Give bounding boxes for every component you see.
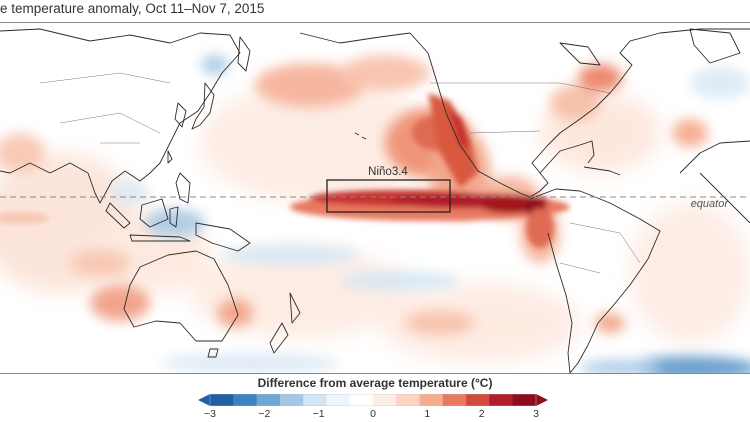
legend-cell [512, 394, 537, 406]
coastlines [0, 28, 750, 373]
legend-cell [373, 394, 397, 406]
legend-tick-label: −1 [312, 408, 325, 420]
equator-label: equator [691, 198, 730, 210]
legend-cell [279, 394, 304, 406]
legend-cap-right [536, 394, 548, 406]
hawaii-islands [354, 132, 367, 140]
gulf-coast [539, 140, 595, 174]
legend-colorbar [198, 394, 548, 406]
map-title: e temperature anomaly, Oct 11–Nov 7, 201… [0, 1, 265, 16]
legend-outline [209, 394, 537, 406]
nz-south-coast [269, 322, 289, 354]
hudson-bay-coast [559, 42, 601, 66]
philippines-coast [175, 172, 191, 204]
legend-tick-label: 0 [370, 408, 376, 420]
anomaly-map: equator Niño3.4 [0, 22, 750, 374]
legend-cell [233, 394, 258, 406]
australia-coast [123, 250, 239, 342]
greenland-coast [689, 28, 741, 64]
legend-cell [419, 394, 444, 406]
alaska-coast [299, 32, 411, 44]
africa-coast [679, 140, 750, 224]
legend-tick-label: 2 [478, 408, 485, 420]
north-america-coast [409, 28, 750, 198]
tasmania-coast [207, 348, 219, 358]
borders [39, 72, 641, 274]
legend-tick-label: −2 [258, 408, 271, 420]
java-coast [129, 234, 191, 242]
legend-tick-label: 1 [424, 408, 431, 420]
legend-cell [349, 394, 374, 406]
new-guinea-coast [195, 222, 251, 252]
legend-cell [442, 394, 467, 406]
nino34-label: Niño3.4 [368, 166, 408, 178]
legend-cell [256, 394, 281, 406]
legend-title: Difference from average temperature (°C) [257, 376, 493, 390]
anomaly-field [0, 55, 750, 373]
legend-cell [303, 394, 327, 406]
nino34-box [326, 179, 451, 213]
japan-coast [191, 82, 215, 130]
borneo-coast [139, 198, 169, 228]
legend-tick-label: 3 [533, 408, 539, 420]
south-america-coast [529, 188, 661, 373]
legend-cell [326, 394, 351, 406]
legend-cap-left [198, 394, 210, 406]
legend-cell [466, 394, 490, 406]
korea-coast [174, 102, 187, 128]
sulawesi-coast [169, 206, 179, 228]
cuba-coast [583, 166, 621, 176]
legend-tick-label: −3 [204, 408, 216, 420]
kamchatka-coast [237, 36, 251, 72]
sumatra-coast [105, 202, 131, 229]
taiwan-coast [167, 150, 173, 164]
color-legend: Difference from average temperature (°C)… [0, 374, 750, 422]
legend-cell [489, 394, 514, 406]
legend-cell [210, 394, 234, 406]
nz-north-coast [289, 292, 301, 324]
map-svg: equator Niño3.4 [0, 28, 750, 373]
legend-cell [396, 394, 421, 406]
eurasia-coast [0, 28, 241, 204]
